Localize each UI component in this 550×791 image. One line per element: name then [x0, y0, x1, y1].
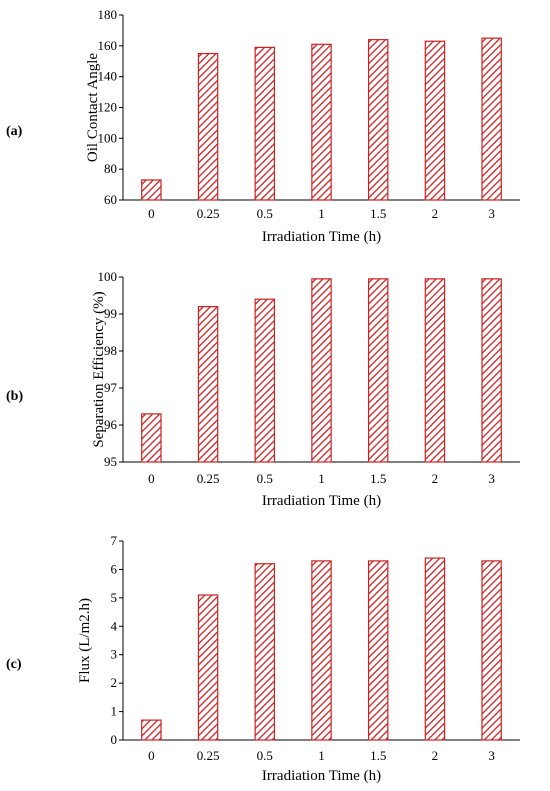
bar-0	[141, 719, 162, 741]
y-tick-label: 5	[111, 590, 118, 605]
x-axis-label: Irradiation Time (h)	[262, 229, 381, 245]
y-tick-label: 80	[104, 161, 117, 176]
x-tick-label: 2	[432, 748, 439, 763]
bar-1.5	[367, 278, 389, 463]
bar-3	[481, 278, 502, 463]
panel-label: (b)	[6, 389, 23, 404]
bar-1.5	[367, 39, 389, 201]
y-tick-label: 4	[111, 618, 118, 633]
y-tick-label: 0	[111, 732, 118, 747]
x-axis-label: Irradiation Time (h)	[262, 768, 381, 784]
y-tick-label: 160	[98, 38, 118, 53]
x-tick-label: 1.5	[370, 748, 386, 763]
bar-2	[424, 278, 446, 463]
y-tick-label: 1	[111, 704, 118, 719]
x-tick-label: 1.5	[370, 471, 386, 486]
y-tick-label: 180	[98, 7, 118, 22]
y-tick-label: 120	[98, 100, 118, 115]
bar-0.5	[254, 563, 276, 741]
x-axis-label: Irradiation Time (h)	[262, 493, 381, 509]
x-tick-label: 0	[148, 471, 155, 486]
y-tick-label: 97	[104, 380, 118, 395]
bar-3	[481, 560, 502, 741]
bar-1.5	[367, 560, 389, 741]
x-tick-label: 3	[488, 206, 495, 221]
bar-1	[311, 278, 332, 463]
chart-panel-1: 60 80 100 120 140 160 180 0 0.25 0.5 1 1.5 2 3 Irradia…	[6, 7, 520, 245]
bar-1	[311, 560, 332, 741]
x-tick-label: 3	[488, 748, 495, 763]
chart-panel-3: 0 1 2 3 4 5 6 7 0 0.25 0.5 1 1.5 2 3 Irradiation Time (…	[6, 533, 520, 784]
bar-0.25	[197, 594, 219, 741]
chart-panel-2: 95 96 97 98 99 100 0 0.25 0.5 1 1.5 2 3 Irradiation T…	[6, 269, 520, 509]
bar-3	[481, 37, 502, 201]
panel-label: (c)	[6, 657, 22, 672]
y-tick-label: 2	[111, 675, 118, 690]
x-tick-label: 0.5	[257, 206, 273, 221]
y-axis-label: Oil Contact Angle	[85, 53, 101, 162]
x-tick-label: 0.25	[197, 206, 220, 221]
y-tick-label: 96	[104, 417, 118, 432]
bar-0.25	[197, 306, 219, 463]
y-tick-label: 99	[104, 306, 117, 321]
x-tick-label: 1	[318, 471, 325, 486]
y-tick-label: 3	[111, 647, 118, 662]
y-tick-label: 100	[98, 269, 118, 284]
bar-1	[311, 43, 332, 201]
bar-2	[424, 40, 446, 201]
x-tick-label: 0.25	[197, 748, 220, 763]
bar-0	[141, 413, 162, 463]
x-tick-label: 2	[432, 471, 439, 486]
y-tick-label: 100	[98, 130, 118, 145]
x-tick-label: 0	[148, 206, 155, 221]
bar-0	[141, 179, 162, 201]
x-tick-label: 0	[148, 748, 155, 763]
panel-label: (a)	[6, 124, 23, 139]
y-axis-label: Flux (L/m2.h)	[77, 598, 93, 683]
y-axis-label: Separation Efficiency (%)	[91, 291, 107, 447]
bar-0.25	[197, 52, 219, 201]
x-tick-label: 1.5	[370, 206, 386, 221]
y-tick-label: 95	[104, 454, 117, 469]
y-tick-label: 98	[104, 343, 117, 358]
x-tick-label: 0.25	[197, 471, 220, 486]
bar-0.5	[254, 298, 276, 463]
y-tick-label: 140	[98, 69, 118, 84]
x-tick-label: 0.5	[257, 748, 273, 763]
x-tick-label: 2	[432, 206, 439, 221]
x-tick-label: 3	[488, 471, 495, 486]
y-tick-label: 60	[104, 192, 117, 207]
y-tick-label: 7	[111, 533, 118, 548]
x-tick-label: 1	[318, 748, 325, 763]
bar-0.5	[254, 46, 276, 201]
bar-2	[424, 557, 446, 741]
x-tick-label: 1	[318, 206, 325, 221]
y-tick-label: 6	[111, 561, 118, 576]
x-tick-label: 0.5	[257, 471, 273, 486]
